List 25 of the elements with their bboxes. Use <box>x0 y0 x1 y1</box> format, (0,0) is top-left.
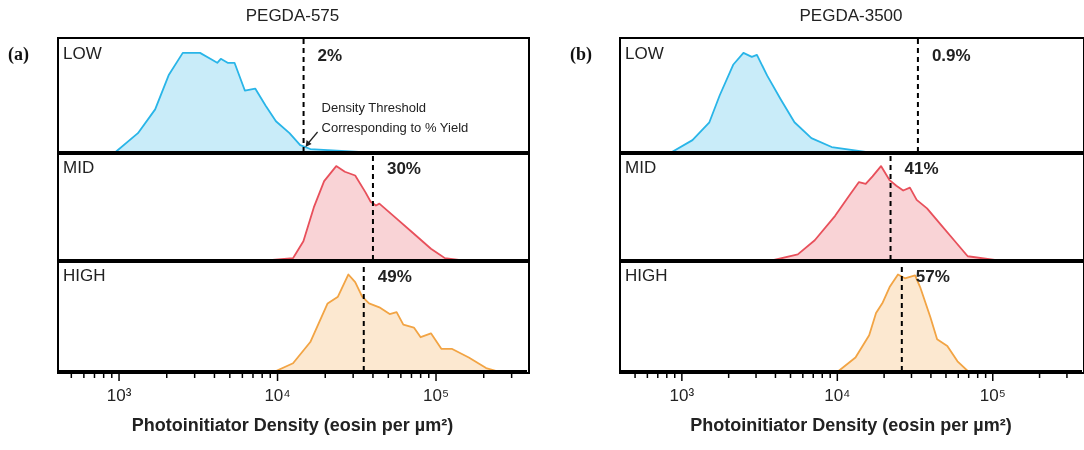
annotation: 30% <box>386 159 421 179</box>
x-tick-label: 10⁴ <box>824 386 851 405</box>
x-tick-label: 10⁵ <box>979 386 1006 405</box>
x-tick-label: 10⁴ <box>264 386 291 405</box>
annotation: 2% <box>317 45 343 65</box>
x-tick-label: 10⁵ <box>423 386 449 405</box>
annotation: 57% <box>915 267 950 287</box>
text: (b) <box>570 44 592 65</box>
annotation: LOW <box>63 44 102 64</box>
annotation: MID <box>63 158 95 178</box>
x-tick-label: 10³ <box>669 386 695 405</box>
x-axis-title: Photoinitiator Density (eosin per µm²) <box>689 415 1013 436</box>
x-axis-title: Photoinitiator Density (eosin per µm²) <box>130 415 455 436</box>
annotation: 41% <box>904 159 939 179</box>
annotation: MID <box>625 158 657 178</box>
text: (a) <box>8 44 29 65</box>
annotation: Density Threshold Corresponding to % Yield <box>321 100 469 135</box>
annotation: HIGH <box>625 266 668 286</box>
annotation: HIGH <box>63 266 106 286</box>
annotation: LOW <box>625 44 664 64</box>
chart-title: PEGDA-575 <box>244 6 341 26</box>
annotation: 49% <box>377 267 412 287</box>
chart-title: PEGDA-3500 <box>798 6 904 26</box>
annotation: 0.9% <box>931 45 971 65</box>
x-tick-label: 10³ <box>106 386 132 405</box>
